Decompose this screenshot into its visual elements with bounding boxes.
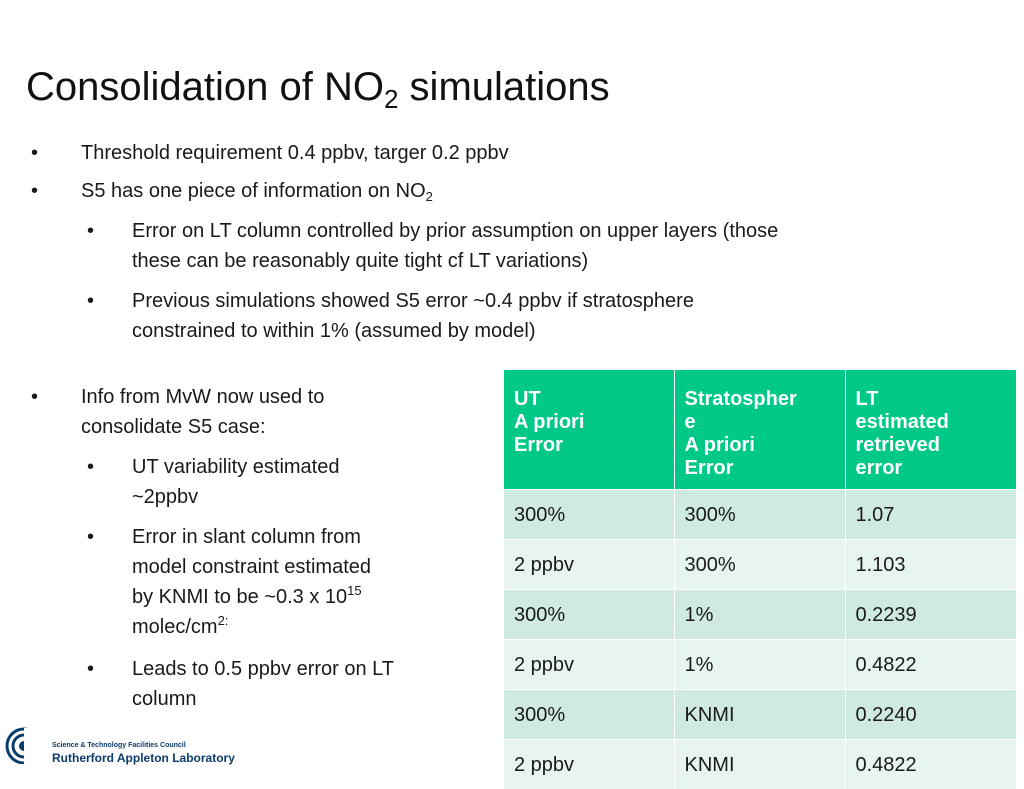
- table-cell: 0.4822: [845, 740, 1016, 789]
- table-cell: 2 ppbv: [504, 740, 674, 789]
- table-cell: 300%: [504, 490, 674, 540]
- table-cell: 1%: [674, 590, 845, 640]
- bullet-threshold: •Threshold requirement 0.4 ppbv, targer …: [81, 138, 509, 168]
- table-row: 2 ppbv KNMI 0.4822: [504, 740, 1016, 789]
- table-cell: 300%: [504, 590, 674, 640]
- table-cell: 300%: [674, 540, 845, 590]
- logo-organisation: Science & Technology Facilities Council: [52, 742, 186, 749]
- table-cell: 1.07: [845, 490, 1016, 540]
- stfc-emblem-icon: [4, 724, 48, 769]
- stfc-ral-logo: Science & Technology Facilities Council …: [0, 722, 260, 768]
- table-row: 300% 300% 1.07: [504, 490, 1016, 540]
- table-row: 2 ppbv 300% 1.103: [504, 540, 1016, 590]
- table-cell: 0.2240: [845, 690, 1016, 740]
- table-cell: KNMI: [674, 690, 845, 740]
- sub-bullet-error-lt: •Error on LT column controlled by prior …: [132, 216, 778, 276]
- bullet-s5-info: •S5 has one piece of information on NO2: [81, 176, 433, 206]
- sub-bullet-ut-variability: •UT variability estimated~2ppbv: [132, 452, 339, 512]
- table-cell: 0.4822: [845, 640, 1016, 690]
- table-row: 2 ppbv 1% 0.4822: [504, 640, 1016, 690]
- table-cell: 1.103: [845, 540, 1016, 590]
- table-cell: 0.2239: [845, 590, 1016, 640]
- table-row: 300% KNMI 0.2240: [504, 690, 1016, 740]
- table-cell: KNMI: [674, 740, 845, 789]
- table-cell: 2 ppbv: [504, 640, 674, 690]
- table-cell: 2 ppbv: [504, 540, 674, 590]
- table-cell: 1%: [674, 640, 845, 690]
- sub-bullet-previous-simulations: •Previous simulations showed S5 error ~0…: [132, 286, 694, 346]
- table-cell: 300%: [674, 490, 845, 540]
- table-cell: 300%: [504, 690, 674, 740]
- table-row: 300% 1% 0.2239: [504, 590, 1016, 640]
- logo-laboratory: Rutherford Appleton Laboratory: [52, 751, 235, 765]
